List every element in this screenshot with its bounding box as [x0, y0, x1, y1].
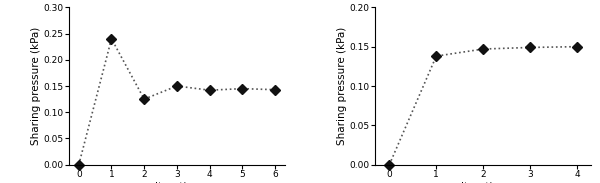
X-axis label: Iteration: Iteration	[155, 182, 199, 183]
X-axis label: Iteration: Iteration	[461, 182, 505, 183]
Y-axis label: Sharing pressure (kPa): Sharing pressure (kPa)	[337, 27, 347, 145]
Y-axis label: Sharing pressure (kPa): Sharing pressure (kPa)	[31, 27, 41, 145]
